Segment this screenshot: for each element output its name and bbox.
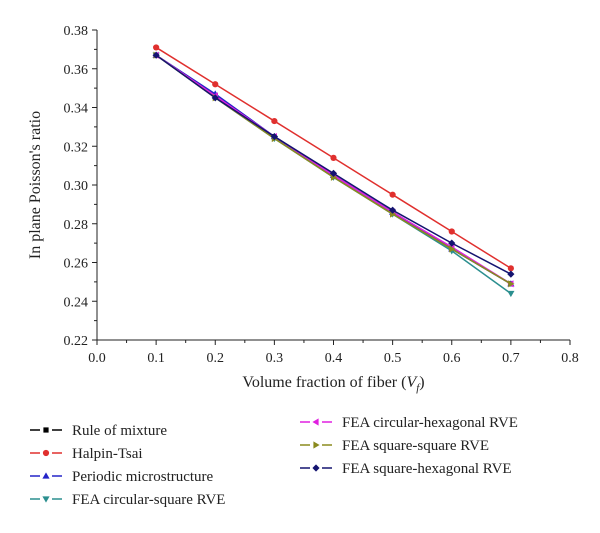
y-tick-label: 0.28 — [64, 218, 89, 233]
x-tick-label: 0.2 — [207, 351, 225, 366]
y-axis-title: In plane Poisson's ratio — [27, 111, 44, 259]
y-tick-label: 0.36 — [64, 63, 89, 78]
legend-marker — [313, 441, 320, 449]
data-point — [448, 239, 456, 247]
x-tick-label: 0.7 — [502, 351, 520, 366]
series-halpin-tsai — [153, 44, 514, 272]
legend-label: FEA circular-square RVE — [72, 492, 225, 508]
data-point — [507, 270, 515, 278]
axes: 0.0 0.1 0.2 0.3 0.4 0.5 0.6 0.7 0.8 0.22 0.24 0.26 0… — [27, 24, 579, 394]
data-point — [271, 117, 278, 125]
data-point — [153, 44, 160, 51]
legend-item: Halpin-Tsai — [30, 446, 143, 462]
x-tick-label: 0.6 — [443, 351, 461, 366]
legend-marker — [312, 418, 319, 426]
data-point — [329, 169, 338, 177]
legend-marker — [312, 464, 320, 472]
y-tick-label: 0.32 — [64, 140, 89, 155]
x-tick-label: 0.1 — [147, 351, 165, 366]
y-tick-label: 0.22 — [64, 334, 89, 349]
legend-marker — [42, 496, 50, 503]
data-point — [270, 132, 278, 141]
data-point — [507, 290, 515, 298]
series-fea-square-hexagonal-rve — [152, 51, 515, 278]
x-tick-label: 0.8 — [561, 351, 579, 366]
data-point — [449, 245, 456, 253]
legend-item: FEA square-square RVE — [300, 438, 489, 454]
legend-item: FEA circular-hexagonal RVE — [300, 415, 518, 431]
data-point — [389, 191, 396, 198]
data-point — [152, 51, 160, 59]
legend-label: Periodic microstructure — [72, 469, 214, 485]
data-point — [508, 280, 515, 288]
legend-item: FEA square-hexagonal RVE — [300, 461, 512, 477]
data-point — [389, 206, 397, 214]
x-tick-label: 0.3 — [266, 351, 284, 366]
data-point — [448, 228, 455, 235]
legend-label: FEA circular-hexagonal RVE — [342, 415, 518, 431]
y-tick-label: 0.30 — [64, 179, 89, 194]
legend-item: Periodic microstructure — [30, 469, 214, 485]
legend-marker — [43, 427, 49, 433]
series-periodic-microstructure — [152, 51, 515, 287]
data-point — [507, 265, 514, 272]
x-axis-title: Volume fraction of fiber (Vf) — [242, 374, 424, 394]
data-point — [330, 154, 337, 161]
legend-label: Rule of mixture — [72, 423, 167, 439]
legend: Rule of mixture Halpin-Tsai Periodic micro… — [30, 415, 518, 508]
x-tick-label: 0.5 — [384, 351, 402, 366]
legend-label: Halpin-Tsai — [72, 446, 143, 462]
series-fea-circular-hexagonal-rve — [152, 51, 514, 288]
y-tick-label: 0.38 — [64, 24, 89, 39]
series-line — [155, 54, 512, 275]
legend-label: FEA square-square RVE — [342, 438, 489, 454]
x-tick-label: 0.4 — [325, 351, 343, 366]
legend-marker — [42, 472, 50, 479]
legend-item: Rule of mixture — [30, 423, 167, 439]
legend-item: FEA circular-square RVE — [30, 492, 225, 508]
data-point — [212, 81, 219, 88]
y-tick-label: 0.24 — [64, 295, 89, 310]
series-line — [155, 54, 512, 285]
y-tick-label: 0.34 — [64, 102, 89, 117]
data-point — [211, 94, 219, 102]
y-tick-label: 0.26 — [64, 257, 89, 272]
legend-label: FEA square-hexagonal RVE — [342, 461, 512, 477]
series-layer — [152, 44, 515, 298]
legend-marker — [42, 449, 50, 457]
x-tick-label: 0.0 — [88, 351, 106, 366]
